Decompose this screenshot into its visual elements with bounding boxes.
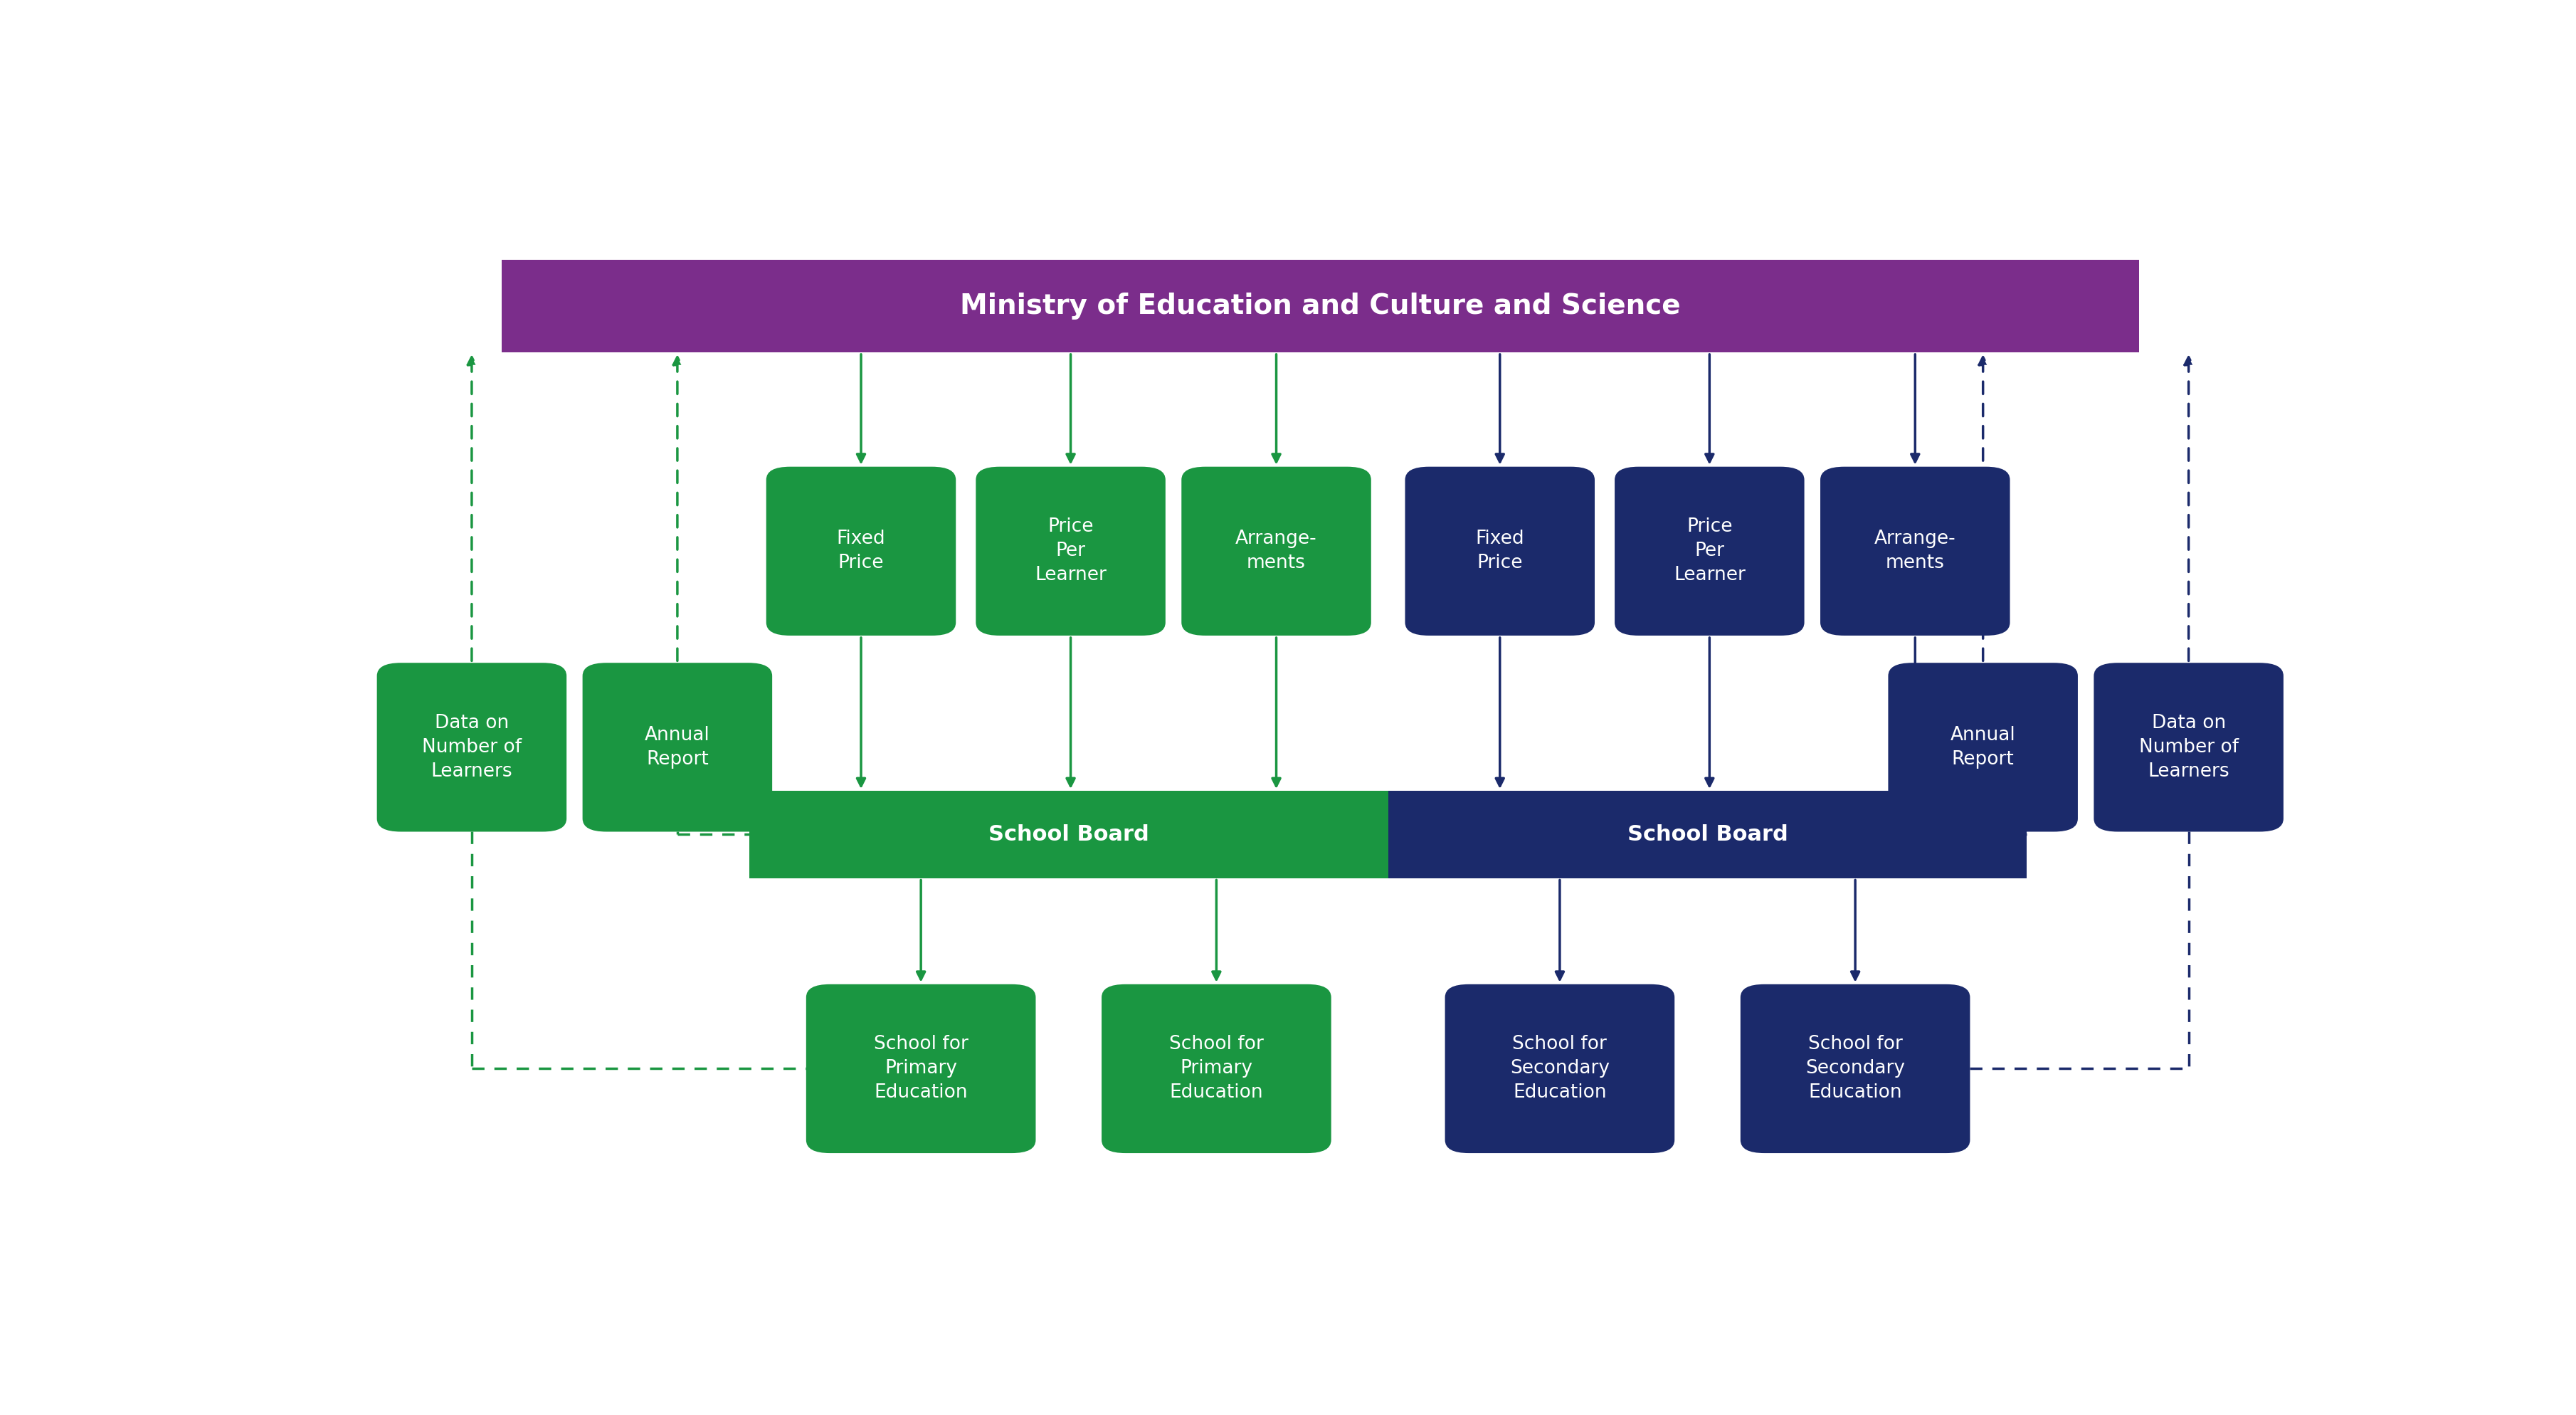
Text: Ministry of Education and Culture and Science: Ministry of Education and Culture and Sc…: [961, 293, 1680, 320]
FancyBboxPatch shape: [376, 662, 567, 832]
Text: School for
Secondary
Education: School for Secondary Education: [1510, 1036, 1610, 1102]
FancyBboxPatch shape: [1821, 467, 2009, 635]
Text: Price
Per
Learner: Price Per Learner: [1036, 518, 1108, 584]
FancyBboxPatch shape: [765, 467, 956, 635]
Text: School for
Primary
Education: School for Primary Education: [1170, 1036, 1265, 1102]
FancyBboxPatch shape: [1445, 985, 1674, 1153]
FancyBboxPatch shape: [502, 260, 2138, 352]
Text: Fixed
Price: Fixed Price: [1476, 529, 1525, 573]
FancyBboxPatch shape: [1404, 467, 1595, 635]
Text: Annual
Report: Annual Report: [1950, 726, 2014, 768]
FancyBboxPatch shape: [1888, 662, 2079, 832]
FancyBboxPatch shape: [1615, 467, 1803, 635]
FancyBboxPatch shape: [1388, 791, 2027, 877]
Text: Annual
Report: Annual Report: [644, 726, 711, 768]
Text: Fixed
Price: Fixed Price: [837, 529, 886, 573]
Text: Data on
Number of
Learners: Data on Number of Learners: [422, 713, 520, 781]
FancyBboxPatch shape: [2094, 662, 2282, 832]
FancyBboxPatch shape: [1741, 985, 1971, 1153]
FancyBboxPatch shape: [750, 791, 1388, 877]
Text: Data on
Number of
Learners: Data on Number of Learners: [2138, 713, 2239, 781]
Text: School for
Secondary
Education: School for Secondary Education: [1806, 1036, 1906, 1102]
Text: Arrange-
ments: Arrange- ments: [1875, 529, 1955, 573]
FancyBboxPatch shape: [1182, 467, 1370, 635]
Text: School Board: School Board: [989, 824, 1149, 845]
FancyBboxPatch shape: [582, 662, 773, 832]
Text: Price
Per
Learner: Price Per Learner: [1674, 518, 1747, 584]
FancyBboxPatch shape: [1103, 985, 1332, 1153]
FancyBboxPatch shape: [976, 467, 1164, 635]
FancyBboxPatch shape: [806, 985, 1036, 1153]
Text: Arrange-
ments: Arrange- ments: [1236, 529, 1316, 573]
Text: School Board: School Board: [1628, 824, 1788, 845]
Text: School for
Primary
Education: School for Primary Education: [873, 1036, 969, 1102]
